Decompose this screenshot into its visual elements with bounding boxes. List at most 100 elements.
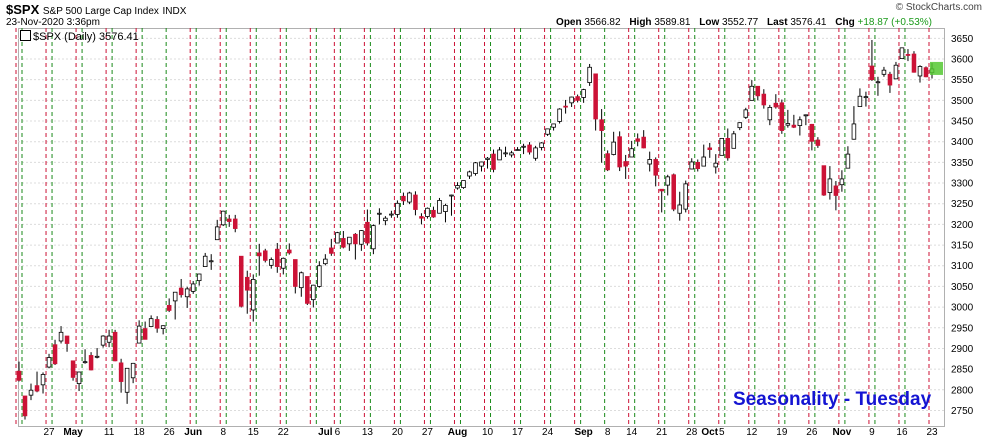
candle-body <box>689 161 694 170</box>
high-value: 3589.81 <box>654 17 691 28</box>
candle-body <box>863 96 869 99</box>
y-tick-label: 3100 <box>951 261 974 272</box>
plot-area[interactable] <box>18 28 945 427</box>
x-tick-label: 13 <box>362 427 374 438</box>
x-tick-label: 24 <box>542 427 554 438</box>
candle-body <box>196 273 202 282</box>
candle-body <box>142 328 148 340</box>
x-tick-label: 15 <box>248 427 260 438</box>
candle-body <box>653 159 658 176</box>
candle-body <box>887 73 893 86</box>
candle-body <box>226 218 232 222</box>
candle-body <box>76 371 82 384</box>
ticker-full-name: S&P 500 Large Cap Index <box>42 6 159 17</box>
last-value: 3576.41 <box>790 17 827 28</box>
candle-body <box>695 161 701 169</box>
candle-body <box>323 258 328 265</box>
candle-body <box>88 355 94 371</box>
candle-body <box>263 250 268 261</box>
candle-body <box>479 161 484 167</box>
candle-body <box>154 319 160 329</box>
candle-body <box>449 194 454 197</box>
candle-body <box>527 144 532 153</box>
candle-body <box>190 283 196 292</box>
candle-body <box>509 152 514 156</box>
candle-body <box>317 265 322 287</box>
candle-body <box>755 85 761 97</box>
candle-body <box>413 194 418 210</box>
y-tick-label: 3400 <box>951 137 974 148</box>
x-tick-label: 22 <box>278 427 290 438</box>
candle-body <box>647 159 652 165</box>
x-tick-label: Oct <box>701 427 718 438</box>
ohlc-readout: Open 3566.82 High 3589.81 Low 3552.77 La… <box>550 17 932 28</box>
candle-body <box>839 178 845 186</box>
candle-body <box>743 109 749 118</box>
candle-body <box>347 236 352 245</box>
x-tick-label: 19 <box>776 427 788 438</box>
candle-body <box>383 217 388 222</box>
candle-body <box>467 171 472 177</box>
candle-body <box>232 218 238 229</box>
candle-body <box>281 257 286 269</box>
candle-body <box>166 305 172 311</box>
candle-body <box>629 148 634 158</box>
x-tick-label: 28 <box>686 427 698 438</box>
candle-body <box>671 174 676 210</box>
candle-body <box>112 331 118 362</box>
seasonality-watermark: Seasonality - Tuesday <box>733 389 932 410</box>
high-label: High <box>629 17 652 28</box>
candle-body <box>299 272 304 289</box>
candle-body <box>184 288 190 298</box>
copyright-link[interactable]: © StockCharts.com <box>895 2 982 13</box>
candle-body <box>491 153 496 170</box>
candle-body <box>401 195 406 202</box>
candle-body <box>395 202 400 215</box>
candle-body <box>875 81 881 84</box>
candle-body <box>857 95 863 107</box>
candle-body <box>869 65 875 81</box>
candle-body <box>563 105 568 108</box>
open-value: 3566.82 <box>584 17 621 28</box>
candle-body <box>136 325 142 344</box>
x-tick-label: 11 <box>104 427 115 438</box>
y-tick-label: 3300 <box>951 179 974 190</box>
x-tick-label: 26 <box>806 427 818 438</box>
candle-body <box>719 137 725 156</box>
candle-body <box>250 278 256 311</box>
candle-body <box>485 157 490 160</box>
candle-body <box>335 232 340 244</box>
last-label: Last <box>766 17 788 28</box>
candle-body <box>82 361 88 364</box>
candle-body <box>641 136 646 149</box>
x-tick-label: 20 <box>392 427 404 438</box>
candle-body <box>208 260 214 263</box>
candle-body <box>533 147 538 159</box>
candle-body <box>617 136 622 168</box>
candle-body <box>371 225 376 250</box>
x-tick-label: Jul <box>318 427 333 438</box>
candle-body <box>118 362 124 382</box>
x-tick-label: 12 <box>746 427 758 438</box>
candle-body <box>473 162 478 174</box>
x-tick-label: 9 <box>869 427 875 438</box>
candle-body <box>701 156 707 167</box>
y-tick-label: 2800 <box>951 385 974 396</box>
candle-body <box>70 360 76 378</box>
candle-body <box>244 276 250 291</box>
x-tick-label: 27 <box>43 427 55 438</box>
x-tick-label: May <box>63 427 83 438</box>
candle-body <box>148 318 154 327</box>
low-value: 3552.77 <box>722 17 759 28</box>
candle-body <box>407 192 412 203</box>
candle-body <box>827 178 833 193</box>
candle-body <box>749 85 755 101</box>
candle-body <box>311 284 316 301</box>
candle-body <box>785 123 791 126</box>
candle-body <box>623 161 628 167</box>
candle-body <box>611 141 616 155</box>
candle-body <box>635 138 640 142</box>
y-tick-label: 2900 <box>951 344 974 355</box>
y-tick-label: 3200 <box>951 220 974 231</box>
candle-body <box>437 200 442 214</box>
